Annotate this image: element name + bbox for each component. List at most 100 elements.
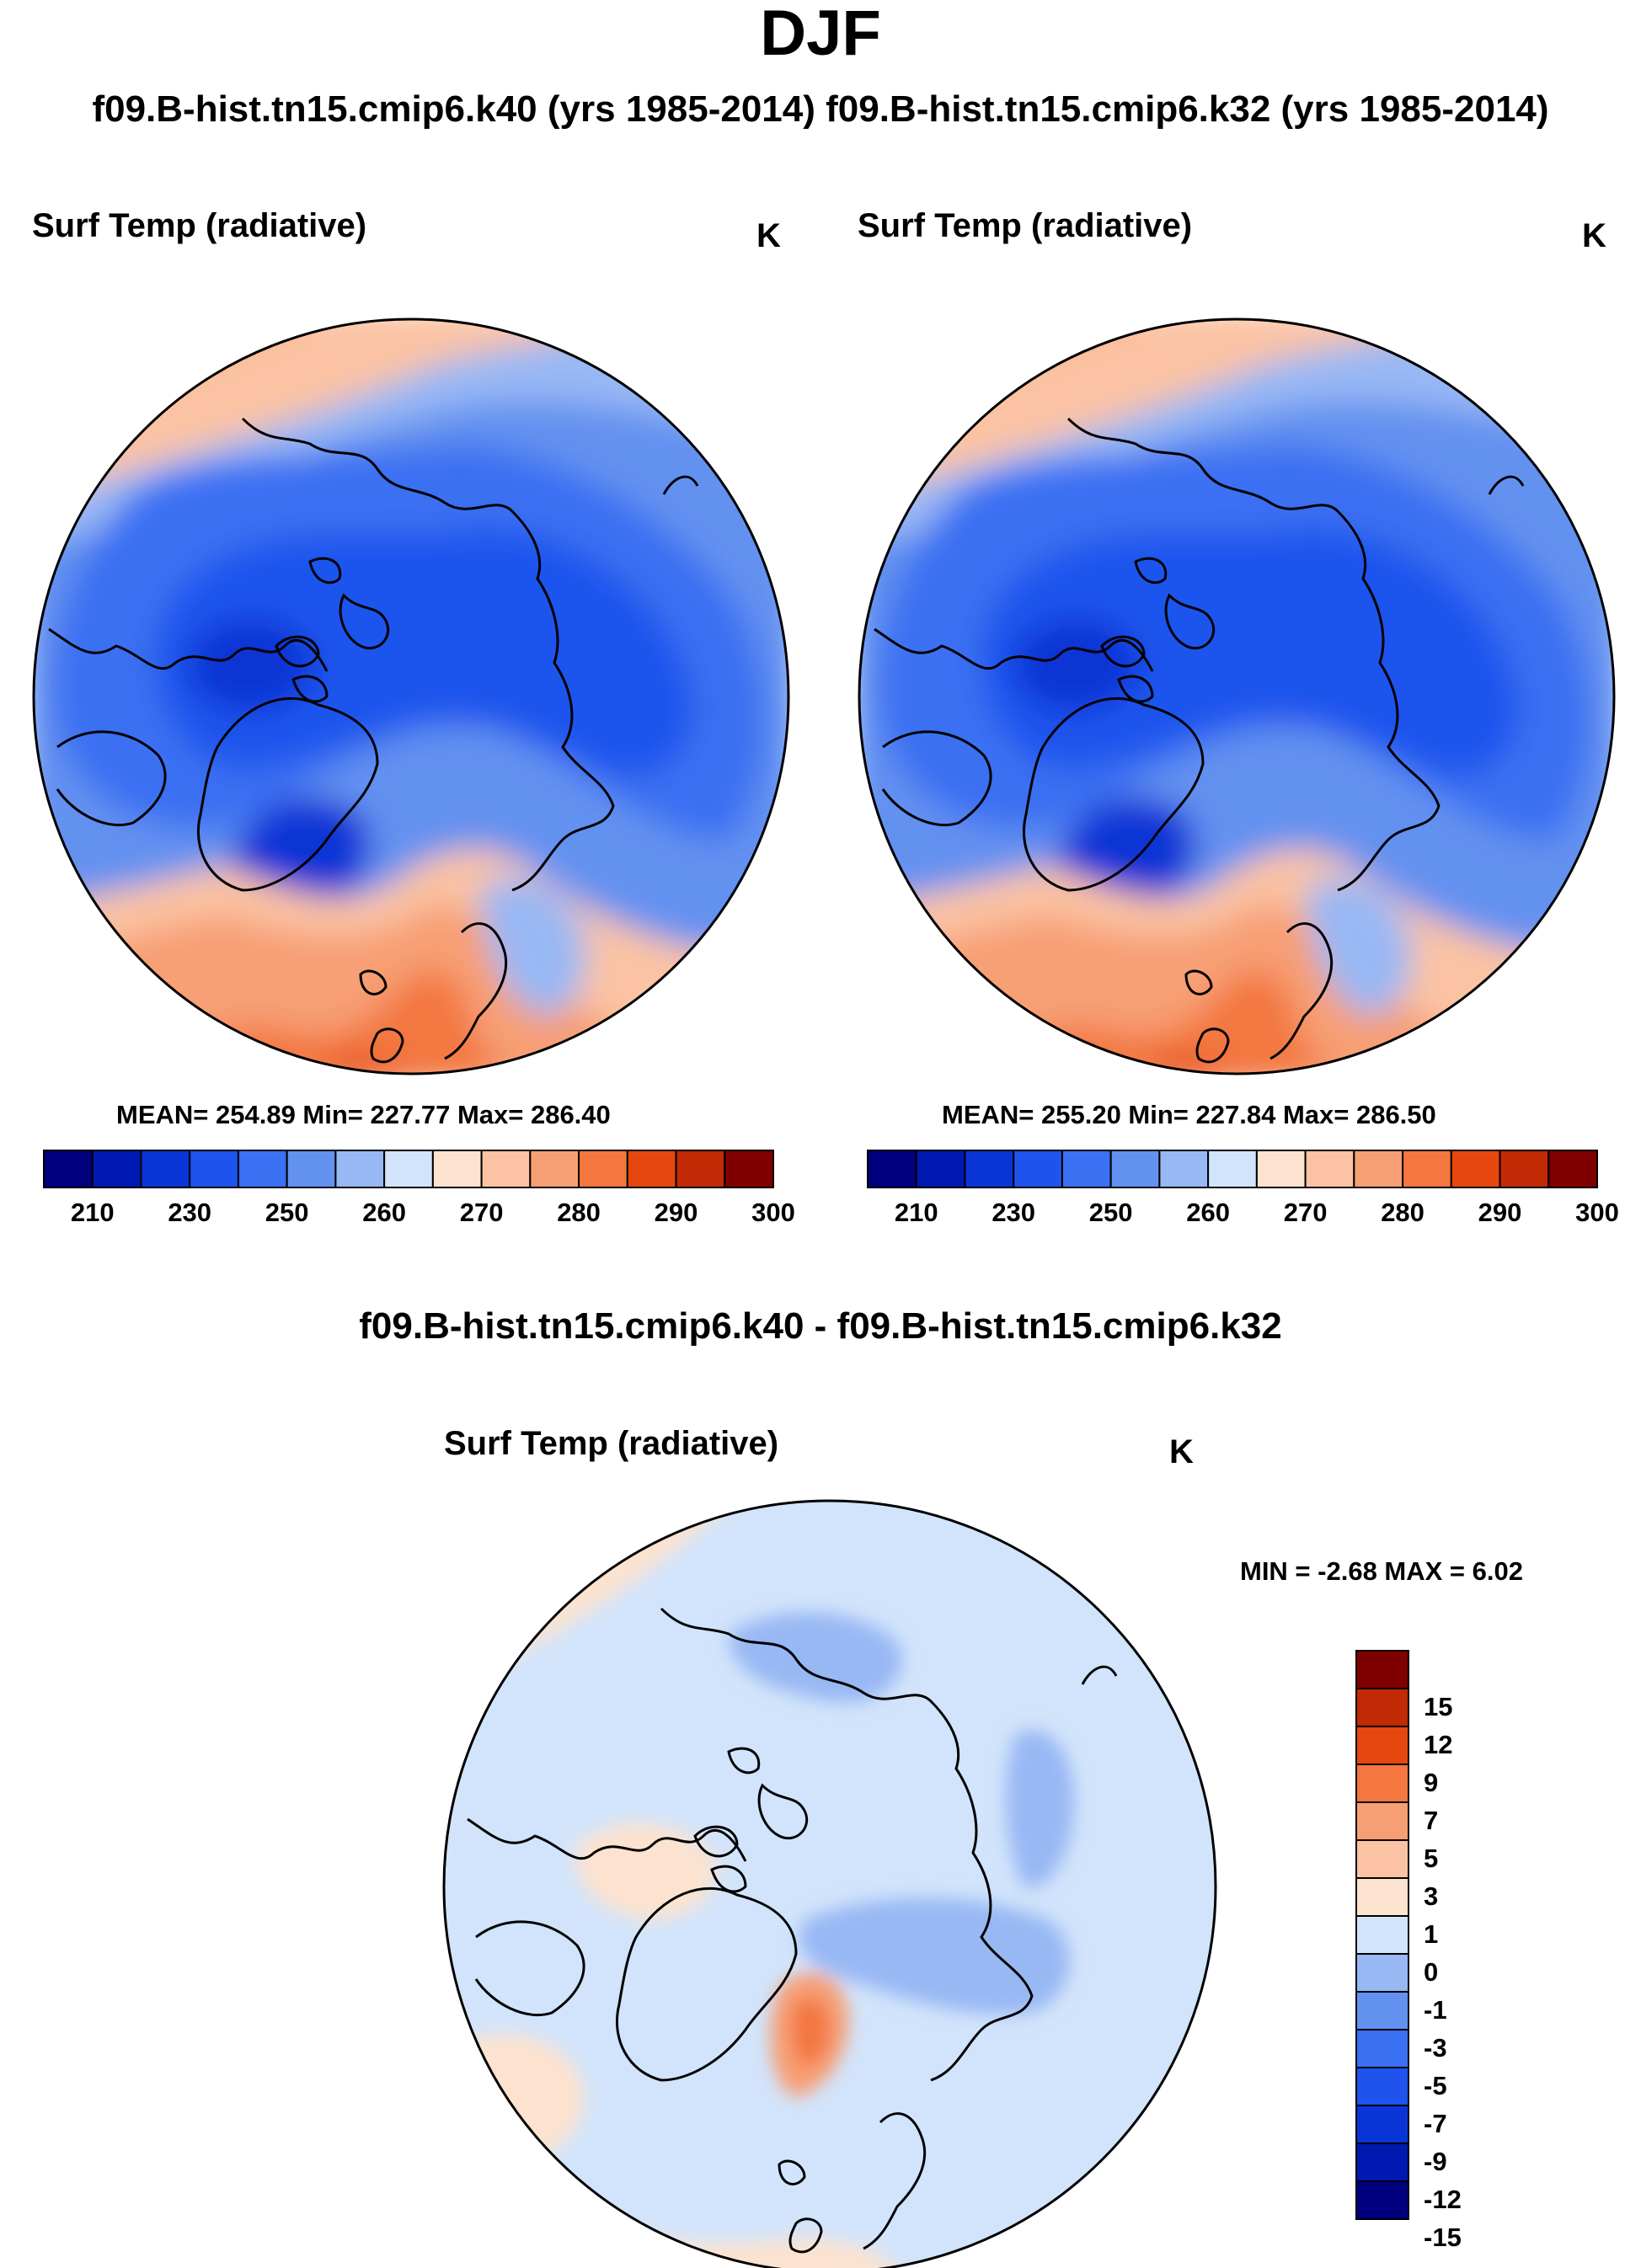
diff-colorbar-tick-label: 1: [1424, 1919, 1439, 1949]
right-colorbar-tick-label: 230: [992, 1198, 1036, 1227]
left-panel-units: K: [756, 217, 781, 254]
difference-title: f09.B-hist.tn15.cmip6.k40 - f09.B-hist.t…: [359, 1305, 1282, 1347]
diff-colorbar-tick-label: -1: [1424, 1995, 1447, 2025]
diff-colorbar-box: [1355, 2180, 1409, 2220]
diff-colorbar-tick-label: 3: [1424, 1881, 1439, 1911]
right-colorbar-tick-label: 250: [1088, 1198, 1133, 1227]
right-panel-title: Surf Temp (radiative): [858, 207, 1193, 244]
right-colorbar-box: [1207, 1150, 1258, 1188]
left-colorbar-box: [237, 1150, 288, 1188]
diff-colorbar-box: [1355, 1991, 1409, 2031]
left-colorbar-box: [286, 1150, 337, 1188]
diff-colorbar-box: [1355, 1915, 1409, 1955]
left-colorbar-box: [383, 1150, 434, 1188]
diff-colorbar-tick-label: 7: [1424, 1806, 1439, 1835]
left-colorbar: [43, 1150, 774, 1188]
left-map-border: [32, 318, 790, 1075]
diff-barents-cool: [799, 1897, 1070, 2015]
left-colorbar-box: [626, 1150, 677, 1188]
diff-colorbar-tick-label: -9: [1424, 2147, 1447, 2176]
left-panel-title: Surf Temp (radiative): [32, 207, 367, 244]
case-header: f09.B-hist.tn15.cmip6.k40 (yrs 1985-2014…: [92, 88, 1549, 130]
right-panel-units: K: [1582, 217, 1606, 254]
diff-panel-stats: MIN = -2.68 MAX = 6.02: [1240, 1556, 1523, 1586]
right-colorbar-box: [1353, 1150, 1404, 1188]
left-colorbar-box: [675, 1150, 726, 1188]
left-colorbar-box: [578, 1150, 628, 1188]
right-map: [858, 318, 1616, 1075]
diff-colorbar-tick-label: -15: [1424, 2223, 1462, 2252]
diff-colorbar-box: [1355, 1801, 1409, 1841]
right-colorbar-box: [964, 1150, 1015, 1188]
diff-colorbar-box: [1355, 1953, 1409, 1993]
right-colorbar-box: [1158, 1150, 1210, 1188]
diff-colorbar-box: [1355, 1877, 1409, 1917]
right-colorbar-tick-label: 300: [1575, 1198, 1619, 1227]
right-colorbar-box: [1547, 1150, 1599, 1188]
diff-colorbar: [1355, 1650, 1409, 2220]
diff-eurasia-cool: [1006, 1730, 1074, 1888]
right-colorbar-tick-label: 210: [894, 1198, 938, 1227]
diff-greenland-sea-hot: [791, 1997, 830, 2066]
right-colorbar-tick-label: 270: [1283, 1198, 1328, 1227]
right-colorbar-box: [1402, 1150, 1452, 1188]
left-colorbar-box: [189, 1150, 239, 1188]
diff-colorbar-box: [1355, 2067, 1409, 2106]
left-colorbar-tick-label: 300: [751, 1198, 795, 1227]
diff-colorbar-box: [1355, 1764, 1409, 1803]
right-colorbar-box: [1109, 1150, 1161, 1188]
diff-map: [442, 1499, 1217, 2268]
left-colorbar-box: [91, 1150, 142, 1188]
left-colorbar-box: [334, 1150, 386, 1188]
diff-colorbar-box: [1355, 1688, 1409, 1727]
diff-colorbar-tick-label: 5: [1424, 1844, 1439, 1873]
left-colorbar-tick-label: 230: [168, 1198, 212, 1227]
diff-colorbar-tick-label: -7: [1424, 2109, 1447, 2138]
right-colorbar-box: [1013, 1150, 1063, 1188]
diff-panel-units: K: [1169, 1433, 1194, 1470]
left-colorbar-tick-label: 280: [557, 1198, 601, 1227]
left-colorbar-tick-label: 250: [265, 1198, 309, 1227]
diff-colorbar-tick-label: -3: [1424, 2033, 1447, 2063]
left-colorbar-tick-label: 270: [459, 1198, 504, 1227]
diff-colorbar-tick-label: -5: [1424, 2071, 1447, 2100]
diff-colorbar-box: [1355, 1726, 1409, 1765]
left-colorbar-tick-label: 290: [654, 1198, 698, 1227]
right-colorbar-box: [915, 1150, 966, 1188]
diff-siberia-cool: [729, 1612, 902, 1703]
figure-title: DJF: [760, 0, 881, 69]
diff-panel-title: Surf Temp (radiative): [444, 1425, 779, 1462]
diff-colorbar-tick-label: -12: [1424, 2185, 1462, 2214]
right-colorbar-box: [867, 1150, 917, 1188]
left-colorbar-tick-label: 260: [362, 1198, 406, 1227]
diff-colorbar-tick-label: 12: [1424, 1730, 1453, 1759]
right-colorbar: [867, 1150, 1599, 1188]
left-colorbar-tick-label: 210: [70, 1198, 115, 1227]
diff-colorbar-tick-label: 15: [1424, 1692, 1453, 1721]
right-colorbar-box: [1499, 1150, 1550, 1188]
left-panel-stats: MEAN= 254.89 Min= 227.77 Max= 286.40: [116, 1100, 611, 1129]
right-map-border: [858, 318, 1616, 1075]
right-colorbar-tick-label: 260: [1186, 1198, 1230, 1227]
right-panel-stats: MEAN= 255.20 Min= 227.84 Max= 286.50: [942, 1100, 1436, 1129]
diff-colorbar-box: [1355, 2143, 1409, 2182]
diff-colorbar-box: [1355, 1839, 1409, 1879]
diff-colorbar-box: [1355, 1650, 1409, 1689]
diff-field-base: [444, 1501, 1216, 2268]
right-colorbar-box: [1255, 1150, 1307, 1188]
diff-map-border: [442, 1499, 1217, 2268]
right-colorbar-box: [1450, 1150, 1501, 1188]
right-colorbar-tick-label: 290: [1478, 1198, 1522, 1227]
left-colorbar-box: [140, 1150, 191, 1188]
diff-colorbar-box: [1355, 2029, 1409, 2068]
diff-colorbar-tick-label: 9: [1424, 1768, 1439, 1797]
left-map: [32, 318, 790, 1075]
left-colorbar-box: [431, 1150, 483, 1188]
left-colorbar-box: [43, 1150, 94, 1188]
diff-colorbar-box: [1355, 2105, 1409, 2144]
left-colorbar-box: [724, 1150, 774, 1188]
left-colorbar-box: [480, 1150, 532, 1188]
right-colorbar-tick-label: 280: [1381, 1198, 1425, 1227]
left-colorbar-box: [529, 1150, 580, 1188]
